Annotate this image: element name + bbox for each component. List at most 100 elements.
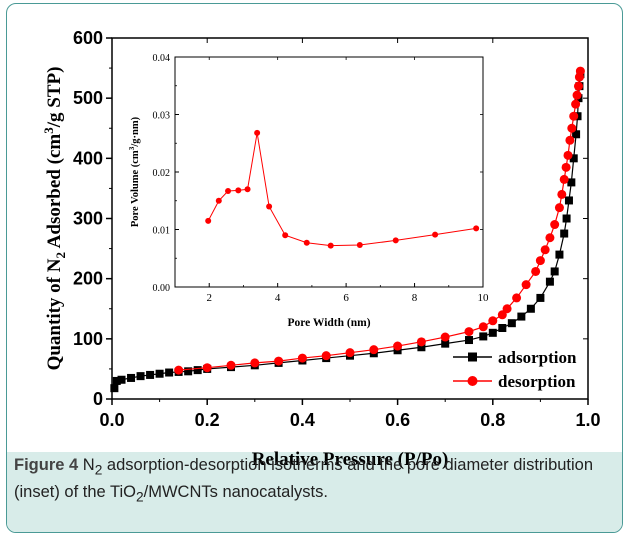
- desorption-point: [563, 150, 573, 160]
- inset-point: [303, 239, 310, 246]
- adsorption-point: [569, 154, 578, 163]
- y-tick-label: 500: [73, 88, 103, 108]
- adsorption-point: [136, 372, 145, 381]
- x-tick-label: 0.2: [195, 410, 220, 430]
- desorption-point: [497, 310, 507, 320]
- legend-marker-adsorption: [468, 352, 477, 362]
- inset-y-tick-label: 0.02: [153, 168, 171, 179]
- caption-text-2: adsorption-desorption isotherms and the …: [14, 456, 594, 502]
- desorption-point: [561, 162, 571, 172]
- inset-chart: 2 4 6 8 10 0.00 0.01 0.02 0.03 0.04 Pore Width (nm…: [127, 53, 489, 329]
- desorption-point: [567, 123, 577, 133]
- inset-y-tick-label: 0.04: [153, 53, 171, 64]
- figure-label: Figure 4: [14, 456, 79, 474]
- desorption-point: [478, 322, 488, 332]
- adsorption-point: [562, 214, 571, 223]
- desorption-point: [545, 233, 555, 243]
- adsorption-point: [117, 375, 126, 384]
- x-tick-label: 0.4: [290, 410, 315, 430]
- desorption-point: [573, 81, 583, 91]
- adsorption-point: [526, 304, 535, 313]
- desorption-point: [574, 72, 584, 82]
- legend: adsorption desorption: [453, 348, 577, 391]
- inset-point: [205, 217, 212, 224]
- adsorption-point: [165, 368, 174, 377]
- y-tick-label: 100: [73, 329, 103, 349]
- y-tick-label: 200: [73, 269, 103, 289]
- inset-point: [432, 231, 439, 238]
- x-tick-label: 0.8: [480, 410, 505, 430]
- figure-caption: Figure 4 N2 adsorption-desorption isothe…: [14, 454, 609, 509]
- x-tick-label: 0.6: [385, 410, 410, 430]
- desorption-point: [250, 358, 260, 368]
- inset-point: [473, 225, 480, 232]
- adsorption-point: [479, 332, 488, 341]
- adsorption-point: [517, 312, 526, 321]
- inset-point: [215, 197, 222, 204]
- desorption-point: [440, 332, 450, 342]
- inset-point: [244, 186, 251, 193]
- desorption-point: [274, 356, 284, 366]
- inset-point: [327, 242, 334, 249]
- caption-text-3: /MWCNTs nanocatalysts.: [143, 483, 328, 502]
- inset-point: [225, 187, 232, 194]
- desorption-point: [535, 256, 545, 266]
- inset-y-tick-label: 0.00: [153, 283, 171, 294]
- inset-x-axis-label: Pore Width (nm): [287, 317, 370, 329]
- inset-point: [266, 203, 273, 210]
- desorption-point: [488, 316, 498, 326]
- adsorption-point: [465, 336, 473, 345]
- adsorption-point: [441, 339, 450, 348]
- caption-text-1: N: [78, 456, 95, 474]
- inset-series: [205, 129, 480, 249]
- desorption-point: [565, 135, 575, 145]
- desorption-point: [531, 266, 541, 276]
- adsorption-point: [184, 367, 193, 376]
- desorption-point: [174, 365, 184, 375]
- desorption-point: [554, 203, 564, 213]
- adsorption-point: [555, 250, 564, 259]
- adsorption-point: [536, 293, 545, 302]
- adsorption-point: [564, 196, 573, 205]
- y-tick-label: 300: [73, 209, 103, 229]
- inset-x-tick-label: 8: [412, 292, 418, 304]
- desorption-point: [550, 220, 560, 230]
- inset-x-tick-label: 10: [478, 292, 490, 304]
- inset-point: [235, 187, 242, 194]
- x-tick-label: 0.0: [99, 410, 124, 430]
- desorption-point: [369, 345, 379, 355]
- desorption-point: [502, 304, 512, 314]
- inset-x-tick-label: 4: [275, 292, 281, 304]
- adsorption-point: [112, 376, 121, 385]
- adsorption-point: [417, 343, 426, 352]
- desorption-point: [521, 280, 531, 290]
- desorption-point: [202, 363, 212, 373]
- y-tick-label: 600: [73, 28, 103, 48]
- adsorption-point: [193, 366, 202, 375]
- series-desorption: [174, 66, 585, 375]
- inset-y-tick-label: 0.01: [153, 226, 171, 237]
- inset-plot-area: [174, 56, 484, 288]
- inset-point: [254, 129, 261, 136]
- desorption-point: [393, 341, 403, 351]
- desorption-point: [464, 327, 474, 337]
- inset-x-tick-label: 2: [206, 292, 212, 304]
- caption-sub-1: 2: [94, 462, 103, 478]
- desorption-point: [416, 337, 426, 347]
- y-tick-label: 0: [93, 389, 103, 409]
- x-axis-label: Relative Pressure (P/Po): [252, 449, 449, 470]
- desorption-point: [345, 348, 355, 358]
- adsorption-point: [550, 267, 559, 276]
- inset-x-tick-label: 6: [343, 292, 349, 304]
- y-tick-label: 400: [73, 148, 103, 168]
- adsorption-point: [110, 384, 119, 393]
- adsorption-point: [155, 369, 164, 378]
- desorption-point: [297, 353, 307, 363]
- x-tick-label: 1.0: [575, 410, 600, 430]
- adsorption-point: [146, 370, 155, 379]
- adsorption-point: [507, 319, 516, 328]
- caption-bar: [7, 452, 622, 532]
- main-chart: 0.0 0.2 0.4 0.6 0.8 1.0 0 100 200 300 400 500 600 Rel…: [41, 28, 601, 470]
- desorption-point: [540, 245, 550, 255]
